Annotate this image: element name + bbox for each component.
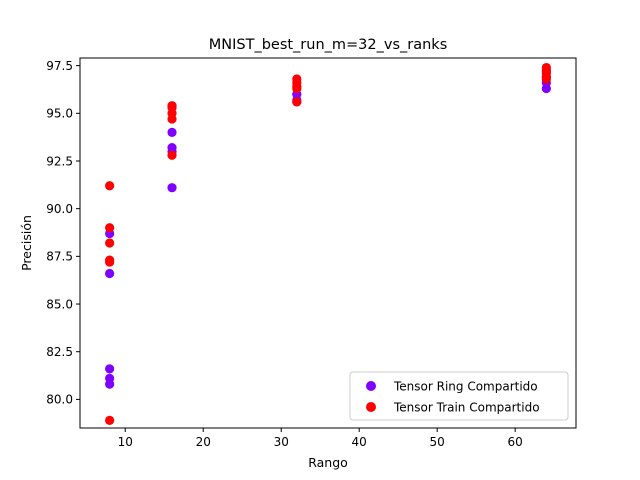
y-tick-label: 82.5	[46, 345, 73, 359]
y-tick-label: 85.0	[46, 297, 73, 311]
x-tick-label: 20	[196, 435, 211, 449]
y-tick-label: 95.0	[46, 107, 73, 121]
x-tick-label: 50	[430, 435, 445, 449]
data-point	[292, 83, 302, 94]
data-point	[167, 127, 177, 137]
plot-frame	[79, 57, 577, 429]
legend-marker-tensor-ring	[366, 381, 376, 391]
x-tick-label: 60	[508, 435, 523, 449]
y-axis-label: Precisión	[19, 215, 34, 271]
data-point	[105, 268, 115, 279]
x-tick-label: 10	[118, 435, 133, 449]
data-point	[167, 150, 177, 160]
legend: Tensor Ring Compartido Tensor Train Comp…	[349, 371, 569, 421]
y-tick-label: 80.0	[46, 393, 73, 407]
data-point	[167, 183, 177, 193]
data-point	[541, 74, 551, 84]
data-point	[105, 257, 115, 267]
legend-label-tensor-train: Tensor Train Compartido	[393, 401, 540, 415]
data-point	[292, 97, 302, 107]
data-point	[105, 415, 115, 425]
y-tick-label: 87.5	[46, 250, 73, 264]
data-point	[105, 238, 115, 248]
data-point	[167, 114, 177, 124]
y-tick-label: 90.0	[46, 202, 73, 216]
x-axis-label: Rango	[308, 455, 348, 470]
legend-box	[349, 371, 569, 421]
legend-label-tensor-ring: Tensor Ring Compartido	[393, 380, 538, 394]
plot-marks	[105, 62, 551, 425]
y-tick-label: 92.5	[46, 154, 73, 168]
data-point	[105, 223, 115, 233]
y-tick-label: 97.5	[46, 59, 73, 73]
data-point	[105, 379, 115, 389]
y-axis-ticks: 80.0 82.5 85.0 87.5 90.0 92.5 95.0 97.5	[46, 59, 80, 407]
data-point	[105, 181, 115, 191]
x-tick-label: 40	[352, 435, 367, 449]
legend-marker-tensor-train	[366, 402, 376, 412]
data-point	[105, 364, 115, 374]
chart-title: MNIST_best_run_m=32_vs_ranks	[209, 37, 448, 53]
x-tick-label: 30	[274, 435, 289, 449]
x-axis-ticks: 10 20 30 40 50 60	[118, 428, 523, 449]
data-point	[541, 83, 551, 94]
